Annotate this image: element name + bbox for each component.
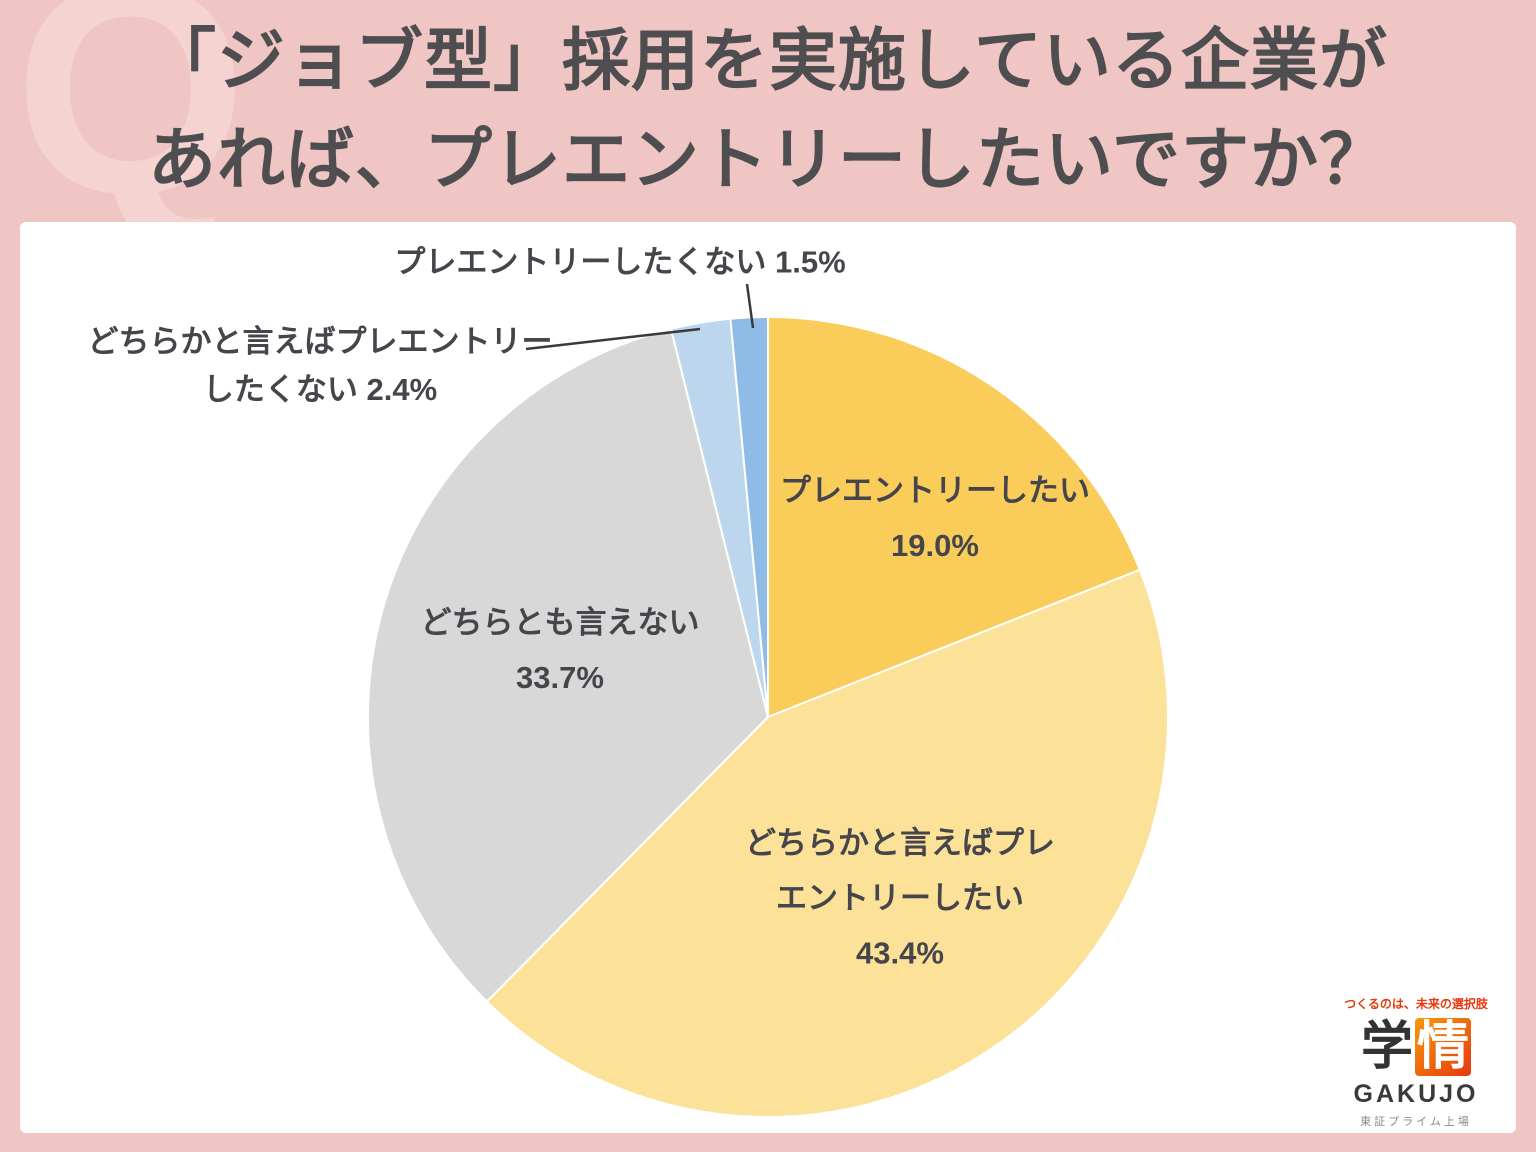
leader-line-somewhat-not: [525, 327, 701, 351]
label-neutral: どちらとも言えない 33.7%: [421, 595, 700, 705]
logo-kanji: 学 情: [1330, 1018, 1502, 1076]
page-title: 「ジョブ型」採用を実施している企業が あれば、プレエントリーしたいですか？: [0, 0, 1536, 210]
label-want: プレエントリーしたい 19.0%: [780, 463, 1090, 573]
label-neutral-line1: どちらとも言えない: [420, 605, 700, 640]
logo-name: GAKUJO: [1353, 1080, 1479, 1108]
q-watermark: Q: [14, 0, 248, 256]
logo-listing: 東証プライム上場: [1360, 1116, 1472, 1128]
label-somewhat-not-line2: したくない 2.4%: [202, 372, 438, 407]
label-somewhat-not-line1: どちらかと言えばプレエントリー: [87, 324, 553, 359]
label-somewhat-want-line2: エントリーしたい: [776, 880, 1024, 916]
label-somewhat-want-line1: どちらかと言えばプレ: [745, 825, 1055, 861]
logo-kanji-right: 情: [1415, 1018, 1472, 1076]
label-not-want: プレエントリーしたくない 1.5%: [394, 244, 846, 280]
logo-kanji-left: 学: [1360, 1018, 1413, 1076]
pie-slice-2: [366, 327, 770, 1004]
page-title-line2: あれば、プレエントリーしたいですか？: [148, 122, 1388, 198]
gakujo-logo: つくるのは、未来の選択肢 学 情 GAKUJO 東証プライム上場: [1330, 995, 1502, 1129]
label-somewhat-not: どちらかと言えばプレエントリー したくない 2.4%: [88, 318, 553, 414]
label-somewhat-want-value: 43.4%: [856, 935, 944, 971]
pie-slice-0: [767, 315, 1142, 719]
label-somewhat-want: どちらかと言えばプレ エントリーしたい 43.4%: [745, 816, 1055, 981]
leader-line-not-want: [745, 283, 755, 329]
pie-chart: [366, 283, 1169, 1118]
chart-panel: プレエントリーしたくない 1.5% どちらかと言えばプレエントリー したくない …: [20, 222, 1516, 1133]
label-want-value: 19.0%: [891, 528, 979, 563]
label-want-line1: プレエントリーしたい: [780, 473, 1090, 508]
pie-slice-1: [485, 568, 1169, 1118]
pie-slices: [366, 315, 1169, 1118]
logo-tagline: つくるのは、未来の選択肢: [1344, 997, 1488, 1011]
label-neutral-value: 33.7%: [516, 660, 604, 695]
pie-slice-4: [729, 315, 769, 718]
page-title-line1: 「ジョブ型」採用を実施している企業が: [148, 23, 1388, 99]
